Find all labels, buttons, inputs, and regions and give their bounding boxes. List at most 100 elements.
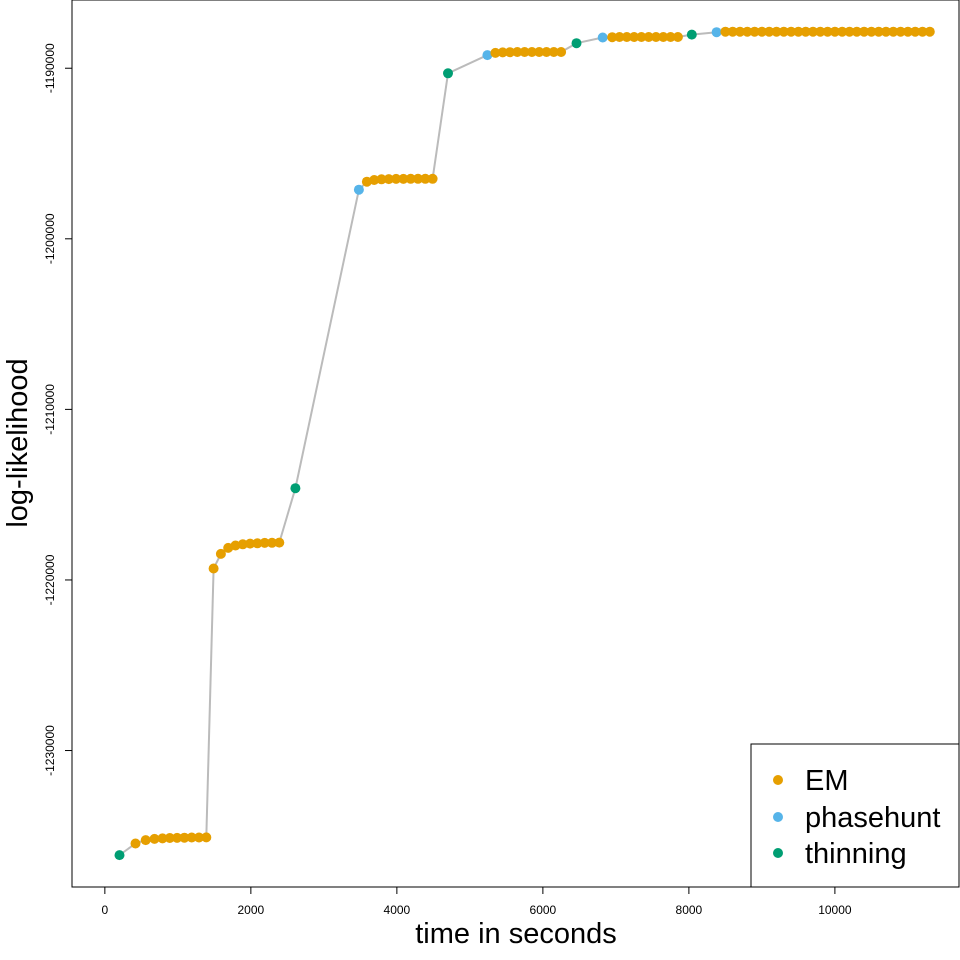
x-axis-title: time in seconds [415, 918, 617, 950]
data-point-em [519, 47, 530, 57]
y-axis: -1230000 -1220000 -1210000 -1200000 -1190000 [43, 43, 73, 776]
data-point-em [383, 174, 394, 185]
data-point-em [873, 26, 884, 37]
data-point-em [895, 26, 906, 37]
data-point-em [172, 832, 183, 843]
data-point-em [179, 832, 190, 843]
data-point-em [888, 26, 899, 37]
data-point-em [391, 173, 402, 184]
data-point-em [636, 32, 647, 42]
data-point-em [201, 832, 212, 843]
data-point-em [829, 26, 840, 37]
data-point-em [866, 26, 877, 37]
data-point-em [851, 26, 862, 37]
data-point-phasehunt [482, 50, 493, 61]
x-axis: 0 2000 4000 6000 8000 10000 [102, 886, 852, 917]
data-point-em [497, 47, 508, 58]
data-point-em [194, 832, 204, 843]
legend: EM phasehunt thinning [750, 743, 960, 888]
data-point-em [742, 26, 753, 37]
legend-marker-phasehunt [773, 812, 783, 822]
data-point-em [859, 26, 870, 37]
legend-box [750, 743, 960, 888]
data-point-em [808, 26, 818, 37]
data-point-em [844, 26, 855, 37]
data-point-em [786, 26, 797, 37]
data-point-em [398, 173, 409, 184]
data-point-em [735, 26, 745, 37]
data-point-em [157, 833, 168, 844]
data-point-em [149, 833, 160, 844]
data-point-em [534, 47, 545, 57]
y-tick-label: -1220000 [43, 554, 57, 605]
data-point-em [208, 563, 219, 574]
data-point-em [822, 26, 833, 37]
legend-label-phasehunt: phasehunt [805, 802, 940, 834]
data-point-em [215, 548, 226, 559]
data-point-em [237, 539, 248, 550]
data-point-thinning [571, 38, 582, 49]
data-point-em [413, 173, 423, 184]
data-point-em [778, 26, 789, 37]
x-tick-label: 4000 [384, 903, 411, 917]
data-point-em [800, 26, 811, 37]
data-point-em [643, 32, 654, 42]
x-tick-label: 8000 [676, 903, 703, 917]
data-point-em [815, 26, 826, 37]
data-point-em [490, 47, 501, 58]
data-point-em [267, 537, 277, 548]
y-tick-label: -1190000 [43, 43, 57, 93]
data-point-phasehunt [711, 27, 722, 38]
data-point-em [427, 173, 438, 184]
legend-marker-em [773, 775, 783, 785]
data-point-em [881, 26, 891, 37]
data-point-em [910, 26, 921, 37]
data-point-em [651, 32, 661, 42]
data-point-em [259, 537, 270, 548]
data-points [114, 26, 935, 861]
data-point-phasehunt [597, 32, 608, 43]
data-point-em [621, 32, 632, 42]
data-point-em [917, 26, 928, 37]
x-tick-label: 2000 [238, 903, 265, 917]
y-axis-title: log-likelihood [2, 358, 34, 527]
data-point-em [902, 26, 913, 37]
data-point-em [672, 32, 683, 42]
data-point-em [505, 47, 515, 58]
data-point-em [548, 47, 559, 57]
x-tick-label: 6000 [530, 903, 557, 917]
data-point-em [924, 26, 935, 37]
legend-label-em: EM [805, 765, 849, 797]
data-point-em [727, 26, 738, 37]
data-point-em [665, 32, 676, 42]
data-point-em [164, 833, 175, 843]
data-point-em [837, 26, 848, 37]
x-tick-label: 0 [102, 903, 109, 917]
data-point-em [614, 32, 625, 42]
data-point-em [245, 538, 256, 549]
data-point-thinning [114, 850, 125, 861]
data-point-em [749, 26, 760, 37]
data-point-em [629, 32, 640, 42]
data-point-em [526, 47, 537, 57]
data-point-em [556, 47, 567, 57]
legend-label-thinning: thinning [805, 838, 907, 870]
data-point-em [130, 838, 141, 849]
data-point-thinning [686, 29, 697, 40]
x-tick-label: 10000 [818, 903, 852, 917]
data-point-em [420, 173, 431, 184]
data-point-em [405, 173, 416, 184]
data-point-em [771, 26, 782, 37]
data-point-em [720, 26, 731, 37]
data-point-em [658, 32, 669, 42]
data-point-em [607, 32, 618, 43]
data-point-thinning [443, 68, 453, 79]
legend-marker-thinning [773, 848, 783, 858]
data-point-thinning [290, 483, 301, 494]
y-tick-label: -1200000 [43, 213, 57, 264]
data-point-em [186, 832, 197, 843]
data-point-em [541, 47, 552, 57]
data-point-em [252, 538, 263, 549]
data-point-em [140, 835, 151, 846]
